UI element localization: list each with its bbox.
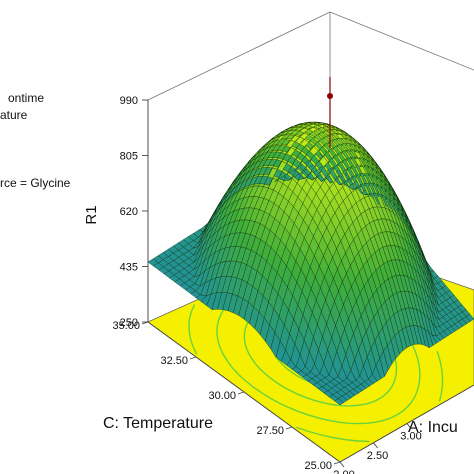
y-tick-label: 25.00 — [304, 460, 332, 472]
z-tick-label: 250 — [120, 317, 138, 329]
x-ticks: 2.00 2.50 3.00 — [333, 423, 422, 474]
side-text-1: ontime — [8, 91, 44, 105]
response-surface — [147, 121, 474, 406]
side-text-2: ature — [0, 108, 28, 122]
x-tick-label: 2.00 — [333, 469, 354, 474]
z-tick-label: 990 — [120, 95, 138, 107]
y-tick-label: 32.50 — [160, 355, 188, 367]
side-text-3: rce = Glycine — [0, 176, 71, 190]
contour-line — [188, 261, 444, 443]
x-tick-label: 2.50 — [367, 450, 388, 462]
design-point — [327, 93, 333, 99]
y-tick-label: 27.50 — [256, 425, 284, 437]
z-tick-label: 805 — [120, 151, 138, 163]
y-ticks: 35.00 32.50 30.00 27.50 25.00 — [112, 320, 341, 472]
z-tick-label: 435 — [120, 262, 138, 274]
z-ticks: 990 805 620 435 250 — [120, 95, 148, 329]
x-tick-label: 3.00 — [400, 431, 421, 443]
surface-facet — [465, 313, 474, 322]
y-tick-label: 35.00 — [112, 320, 140, 332]
x-axis-label: A: Incu — [408, 419, 458, 436]
y-axis-label: C: Temperature — [103, 415, 213, 432]
z-axis-label: R1 — [83, 205, 100, 224]
z-tick-label: 620 — [120, 206, 138, 218]
design-point-line — [327, 77, 333, 148]
y-tick-label: 30.00 — [208, 390, 236, 402]
